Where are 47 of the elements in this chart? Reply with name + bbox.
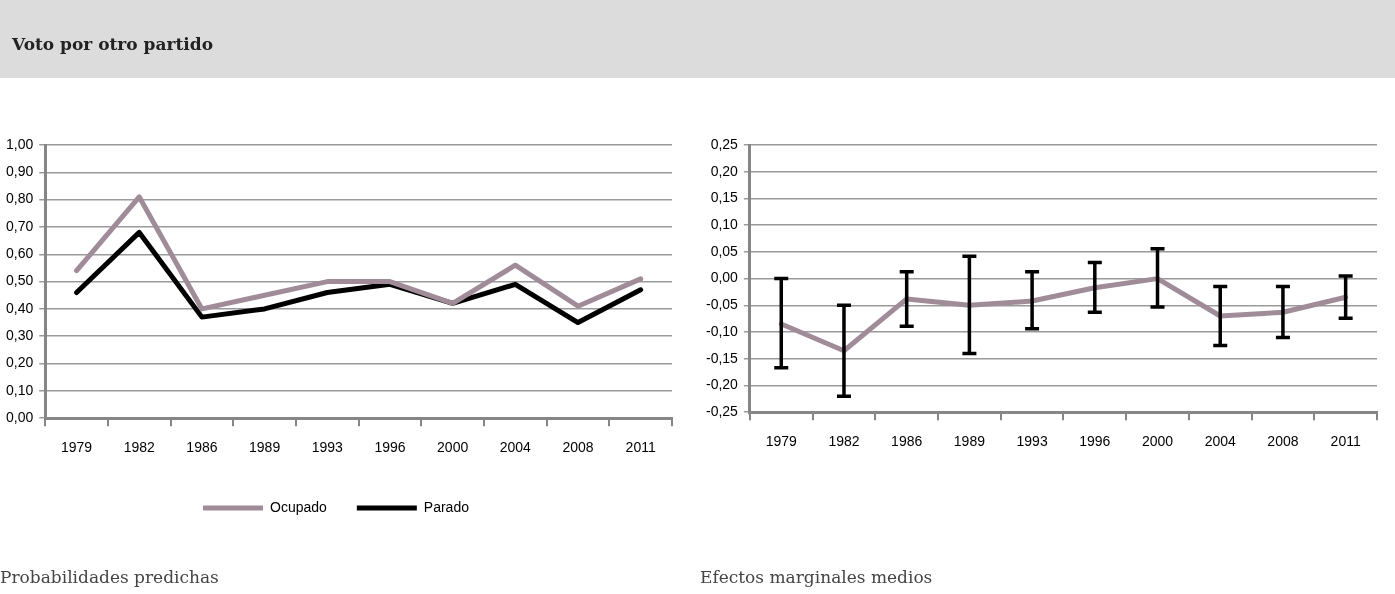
x-tick-label: 1979: [765, 433, 798, 450]
x-tick-label: 1996: [1079, 433, 1111, 450]
x-tick-label: 1986: [186, 439, 218, 456]
y-tick-label: 0,00: [6, 409, 34, 426]
y-tick-label: 0,30: [6, 327, 34, 344]
y-tick-label: -0,05: [705, 296, 739, 313]
x-tick-label: 1989: [953, 433, 986, 450]
x-tick-label: 1979: [61, 439, 93, 456]
x-tick-label: 2008: [1267, 433, 1299, 450]
legend-label: Ocupado: [270, 498, 328, 515]
x-tick-label: 2004: [499, 439, 532, 456]
x-tick-label: 1993: [311, 439, 344, 456]
x-tick-label: 1982: [123, 439, 156, 456]
text: Probabilidades predichas: [0, 567, 219, 587]
x-tick-label: 2011: [1330, 433, 1361, 450]
x-tick-label: 1982: [828, 433, 860, 450]
text: Efectos marginales medios: [700, 567, 933, 587]
y-tick-label: 0,20: [6, 354, 34, 371]
y-tick-label: 0,15: [710, 189, 739, 206]
y-tick-label: 0,70: [6, 217, 34, 234]
y-tick-label: 1,00: [6, 135, 34, 152]
x-tick-label: 2011: [625, 439, 656, 456]
chart-title: Voto por otro partido: [12, 34, 213, 54]
x-tick-label: 1993: [1016, 433, 1048, 450]
x-tick-label: 1996: [374, 439, 406, 456]
y-tick-label: -0,15: [705, 349, 739, 366]
y-tick-label: 0,20: [710, 162, 739, 179]
y-tick-label: 0,60: [6, 245, 34, 262]
y-tick-label: 0,80: [6, 190, 34, 207]
y-tick-label: -0,20: [705, 376, 739, 393]
y-tick-label: 0,10: [710, 216, 739, 233]
x-tick-label: 2000: [437, 439, 469, 456]
legend-label: Parado: [423, 498, 470, 515]
y-tick-label: -0,25: [705, 403, 739, 420]
x-tick-label: 2000: [1141, 433, 1174, 450]
y-tick-label: 0,90: [6, 163, 34, 180]
y-tick-label: -0,10: [705, 322, 739, 339]
x-tick-label: 2008: [562, 439, 594, 456]
x-tick-label: 2004: [1204, 433, 1237, 450]
y-tick-label: 0,10: [6, 381, 34, 398]
y-tick-label: 0,50: [6, 272, 34, 289]
y-tick-label: 0,40: [6, 299, 34, 316]
y-tick-label: 0,05: [710, 242, 739, 259]
y-tick-label: 0,25: [710, 135, 739, 152]
x-tick-label: 1989: [249, 439, 281, 456]
x-tick-label: 1986: [891, 433, 923, 450]
y-tick-label: 0,00: [710, 269, 739, 286]
